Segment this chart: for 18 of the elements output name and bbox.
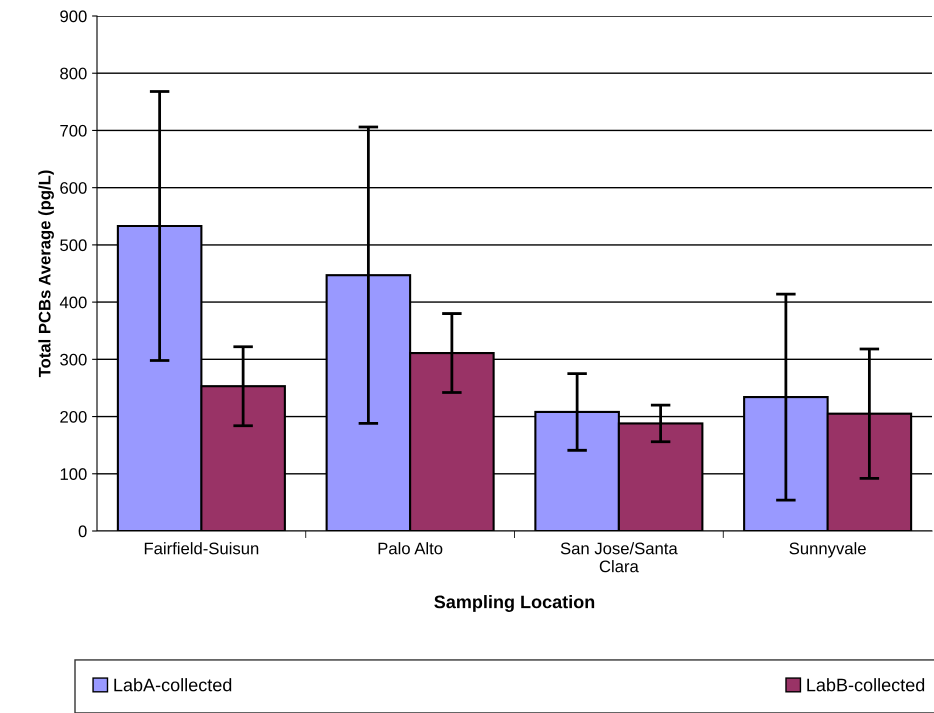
x-tick-label: Fairfield-Suisun	[144, 542, 258, 554]
x-tick-label: San Jose/Santa Clara	[560, 542, 678, 572]
y-tick-label: 900	[60, 10, 87, 22]
y-tick-label: 300	[60, 354, 87, 366]
y-tick-label: 200	[60, 410, 87, 423]
y-tick-label: 600	[60, 182, 87, 194]
y-axis-title: Total PCBs Average (pg/L)	[38, 170, 54, 378]
x-tick-label: Palo Alto	[378, 542, 442, 554]
y-tick-label: 700	[60, 124, 87, 137]
x-tick-label: Sunnyvale	[789, 542, 866, 558]
y-tick-label: 800	[60, 68, 87, 80]
y-tick-label: 0	[78, 525, 87, 538]
legend-label: LabA-collected	[114, 678, 232, 692]
legend-label: LabB-collected	[807, 678, 924, 692]
x-axis-title: Sampling Location	[434, 595, 594, 612]
y-tick-label: 500	[60, 239, 87, 252]
y-tick-label: 100	[60, 468, 87, 480]
y-tick-label: 400	[60, 296, 87, 308]
